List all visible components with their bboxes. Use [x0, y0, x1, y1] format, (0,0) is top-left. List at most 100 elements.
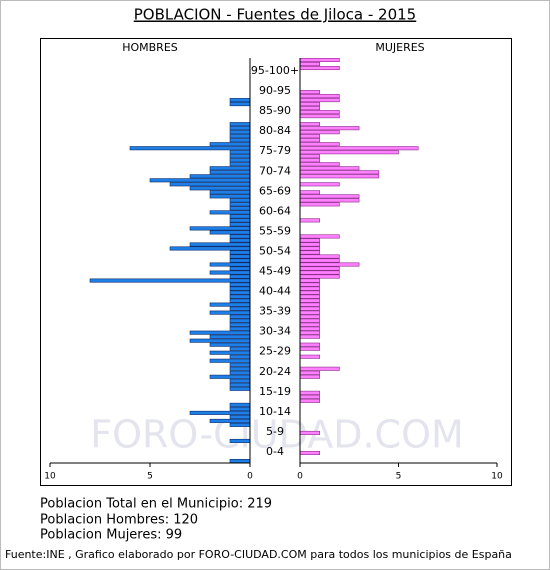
bar [299, 66, 340, 71]
bar [299, 238, 321, 243]
bar [299, 346, 321, 351]
bar [229, 370, 251, 375]
bar [299, 302, 321, 307]
bar [299, 198, 360, 203]
footer-line: Poblacion Total en el Municipio: 219 [40, 497, 272, 512]
bar [229, 354, 251, 359]
bar [229, 346, 251, 351]
bar [299, 146, 419, 151]
bar [229, 202, 251, 207]
bar [189, 174, 251, 179]
bar [229, 406, 251, 411]
bar [209, 358, 251, 363]
bar [299, 182, 340, 187]
bar [209, 334, 251, 339]
bar [229, 238, 251, 243]
bar [229, 214, 251, 219]
bar [299, 318, 321, 323]
bar [229, 258, 251, 263]
bar [209, 142, 251, 147]
bar [299, 254, 340, 259]
bar [299, 130, 340, 135]
bar [229, 290, 251, 295]
footer-line: Poblacion Hombres: 120 [40, 513, 198, 528]
bar [299, 394, 321, 399]
bar [299, 218, 321, 223]
bar [299, 202, 340, 207]
bar [299, 430, 321, 435]
plot-frame [40, 38, 512, 486]
bar [189, 186, 251, 191]
y-tick-label: 30-34 [259, 325, 291, 338]
bar [229, 322, 251, 327]
bar [229, 138, 251, 143]
bar [229, 274, 251, 279]
x-tick-label: 0 [247, 472, 253, 482]
y-tick-label: 75-79 [259, 144, 291, 157]
bar [299, 286, 321, 291]
bar [299, 250, 321, 255]
bar [229, 362, 251, 367]
bar [209, 374, 251, 379]
y-tick-label: 40-44 [259, 285, 291, 298]
bar [229, 254, 251, 259]
bar [129, 146, 251, 151]
y-tick-label: 55-59 [259, 224, 291, 237]
footer-line: Poblacion Mujeres: 99 [40, 528, 182, 543]
bar [189, 338, 251, 343]
bar [229, 206, 251, 211]
y-tick-label: 70-74 [259, 164, 291, 177]
bar [299, 134, 321, 139]
y-tick-label: 0-4 [266, 445, 284, 458]
bar [299, 310, 321, 315]
y-tick-label: 25-29 [259, 345, 291, 358]
legend-left: HOMBRES [122, 41, 178, 54]
bar [229, 378, 251, 383]
bar [299, 306, 321, 311]
bar [299, 162, 340, 167]
y-tick-label: 10-14 [259, 405, 291, 418]
bar [209, 210, 251, 215]
bar [189, 410, 251, 415]
y-tick-label: 95-100+ [251, 64, 299, 77]
bar [209, 194, 251, 199]
bar [169, 182, 251, 187]
bar [299, 122, 321, 127]
bar [229, 266, 251, 271]
bar [169, 246, 251, 251]
y-tick-label: 60-64 [259, 204, 291, 217]
bar [299, 390, 321, 395]
bar [189, 242, 251, 247]
bar [299, 290, 321, 295]
bar [209, 230, 251, 235]
bar [299, 57, 340, 63]
bar [299, 282, 321, 287]
bar [299, 166, 360, 171]
bar [209, 190, 251, 195]
bar [299, 294, 321, 299]
bar [229, 382, 251, 387]
bar [229, 386, 251, 391]
bar [229, 234, 251, 239]
x-tick-label: 10 [491, 472, 503, 482]
bar [209, 342, 251, 347]
bar [229, 458, 251, 464]
y-tick-label: 80-84 [259, 124, 291, 137]
bar [229, 298, 251, 303]
bar [299, 142, 340, 147]
y-tick-label: 35-39 [259, 305, 291, 318]
x-tick-label: 0 [297, 472, 303, 482]
bar [299, 370, 321, 375]
bar [299, 90, 321, 95]
bar [299, 106, 321, 111]
bar [299, 170, 380, 175]
bar [229, 294, 251, 299]
bar [209, 270, 251, 275]
x-tick-label: 10 [44, 472, 56, 482]
bar [299, 270, 340, 275]
bar [189, 330, 251, 335]
bar [299, 94, 340, 99]
y-tick-label: 50-54 [259, 244, 291, 257]
bar [229, 134, 251, 139]
bar [229, 402, 251, 407]
